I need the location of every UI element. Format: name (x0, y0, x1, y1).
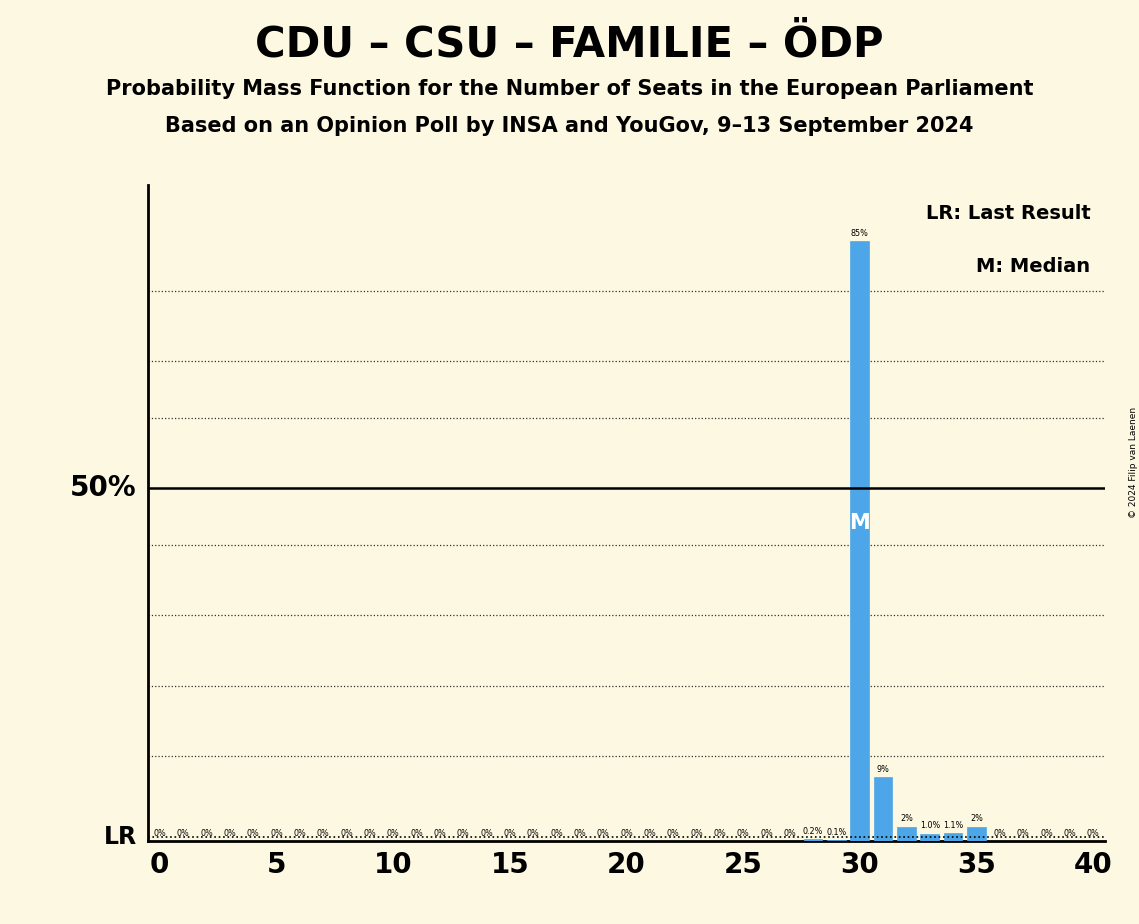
Text: 85%: 85% (851, 229, 869, 237)
Text: 0%: 0% (620, 829, 633, 838)
Text: 0%: 0% (341, 829, 353, 838)
Text: M: M (850, 514, 870, 533)
Text: 0%: 0% (480, 829, 493, 838)
Text: © 2024 Filip van Laenen: © 2024 Filip van Laenen (1129, 407, 1138, 517)
Bar (874, 777, 893, 841)
Text: 9%: 9% (877, 765, 890, 773)
Text: 50%: 50% (71, 474, 137, 502)
Text: 0%: 0% (154, 829, 166, 838)
Text: 2%: 2% (970, 814, 983, 823)
Text: 0%: 0% (760, 829, 773, 838)
Text: 0%: 0% (363, 829, 376, 838)
Text: 0%: 0% (294, 829, 306, 838)
Bar (851, 241, 869, 841)
Text: 0%: 0% (644, 829, 656, 838)
Bar (944, 833, 962, 841)
Text: 0%: 0% (177, 829, 189, 838)
Text: 0%: 0% (1064, 829, 1076, 838)
Text: 0%: 0% (1087, 829, 1099, 838)
Text: 0.2%: 0.2% (803, 827, 823, 836)
Text: 0%: 0% (200, 829, 213, 838)
Text: 0%: 0% (223, 829, 236, 838)
Text: M: Median: M: Median (976, 257, 1090, 276)
Text: 0%: 0% (317, 829, 329, 838)
Text: 0%: 0% (387, 829, 400, 838)
Text: 0%: 0% (457, 829, 469, 838)
Text: 1.0%: 1.0% (919, 821, 940, 831)
Text: 0.1%: 0.1% (827, 828, 846, 836)
Text: 0%: 0% (270, 829, 282, 838)
Text: 0%: 0% (550, 829, 563, 838)
Text: LR: LR (104, 825, 137, 849)
Text: CDU – CSU – FAMILIE – ÖDP: CDU – CSU – FAMILIE – ÖDP (255, 23, 884, 65)
Text: Probability Mass Function for the Number of Seats in the European Parliament: Probability Mass Function for the Number… (106, 79, 1033, 99)
Text: 0%: 0% (597, 829, 609, 838)
Text: 0%: 0% (737, 829, 749, 838)
Text: 0%: 0% (526, 829, 540, 838)
Text: 0%: 0% (573, 829, 587, 838)
Bar (967, 827, 986, 841)
Text: 2%: 2% (900, 814, 913, 823)
Text: 0%: 0% (666, 829, 680, 838)
Text: 0%: 0% (247, 829, 260, 838)
Text: 0%: 0% (503, 829, 516, 838)
Text: Based on an Opinion Poll by INSA and YouGov, 9–13 September 2024: Based on an Opinion Poll by INSA and You… (165, 116, 974, 136)
Bar (920, 833, 940, 841)
Text: 0%: 0% (434, 829, 446, 838)
Text: 0%: 0% (993, 829, 1006, 838)
Text: 1.1%: 1.1% (943, 821, 964, 830)
Text: 0%: 0% (1040, 829, 1052, 838)
Text: 0%: 0% (410, 829, 423, 838)
Text: 0%: 0% (690, 829, 703, 838)
Text: 0%: 0% (784, 829, 796, 838)
Text: LR: Last Result: LR: Last Result (926, 204, 1090, 224)
Text: 0%: 0% (1017, 829, 1030, 838)
Bar (898, 827, 916, 841)
Text: 0%: 0% (713, 829, 727, 838)
Bar (804, 839, 822, 841)
